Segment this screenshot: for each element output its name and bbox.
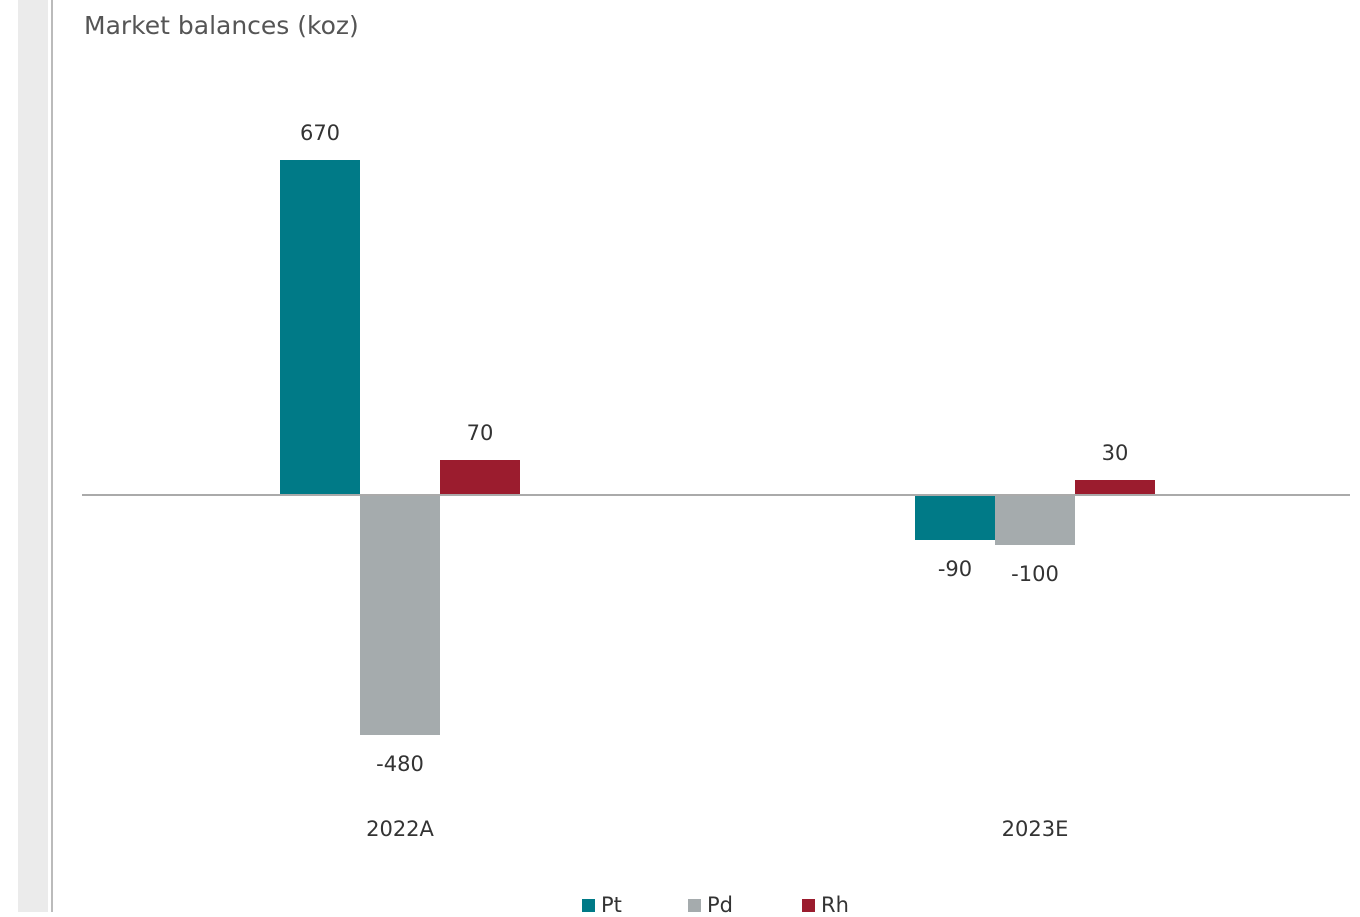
legend-swatch [582, 899, 595, 912]
legend-label: Rh [821, 893, 849, 917]
data-label: -480 [376, 752, 424, 776]
bar [1075, 480, 1155, 495]
legend-swatch [688, 899, 701, 912]
x-tick-label: 2022A [366, 817, 434, 841]
legend-swatch [802, 899, 815, 912]
bar [280, 160, 360, 495]
x-tick-label: 2023E [1002, 817, 1069, 841]
bar [360, 495, 440, 735]
side-strip [18, 0, 48, 912]
data-label: -90 [938, 557, 972, 581]
bar [995, 495, 1075, 545]
data-label: 30 [1102, 441, 1129, 465]
chart-title: Market balances (koz) [84, 11, 359, 40]
legend-label: Pt [601, 893, 622, 917]
data-label: 70 [467, 421, 494, 445]
legend-label: Pd [707, 893, 733, 917]
bar [440, 460, 520, 495]
bar [915, 495, 995, 540]
data-label: -100 [1011, 562, 1059, 586]
data-label: 670 [300, 121, 340, 145]
